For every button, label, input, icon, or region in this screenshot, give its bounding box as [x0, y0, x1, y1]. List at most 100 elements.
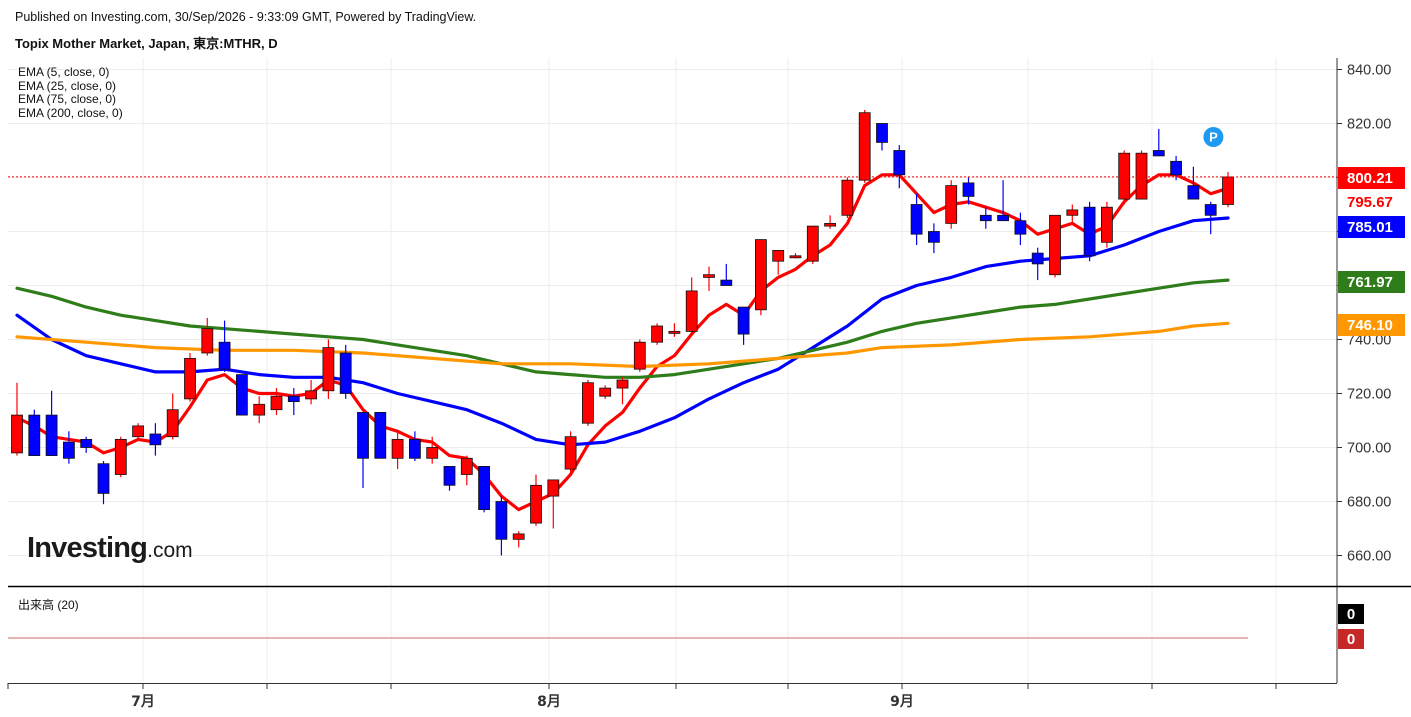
- candle-body: [1031, 252, 1044, 265]
- candle-body: [391, 438, 404, 459]
- candle-body: [218, 341, 231, 370]
- ema25-line: [15, 216, 1230, 447]
- candle-down: [1083, 201, 1096, 262]
- candle-body: [789, 255, 802, 259]
- y-tick-label: 740.00: [1347, 333, 1391, 349]
- marker-icon: [1203, 127, 1224, 147]
- candle-body: [166, 409, 179, 438]
- candle-body: [547, 479, 560, 497]
- candle-up: [651, 323, 663, 345]
- candle-up: [668, 323, 681, 337]
- candle-body: [1101, 206, 1113, 243]
- candle-body: [305, 390, 318, 400]
- candle-down: [720, 263, 733, 286]
- candle-body: [962, 182, 975, 197]
- candle-body: [599, 387, 612, 397]
- candle-body: [339, 352, 352, 394]
- candle-body: [720, 279, 733, 286]
- candle-down: [63, 431, 75, 464]
- x-tick-label: 7月: [131, 694, 155, 710]
- candle-down: [443, 465, 456, 491]
- candle-body: [270, 395, 283, 411]
- volume-tag: [1338, 604, 1364, 624]
- candle-body: [703, 274, 715, 278]
- candle-down: [495, 496, 508, 556]
- candle-down: [28, 409, 41, 457]
- candle-up: [582, 380, 594, 426]
- candle-body: [97, 463, 110, 494]
- candle-body: [322, 347, 335, 392]
- candle-up: [1101, 201, 1113, 248]
- candle-body: [114, 438, 127, 475]
- volume-tag-label: 0: [1347, 606, 1355, 623]
- candle-down: [893, 145, 906, 189]
- candle-body: [841, 179, 854, 216]
- candle-body: [1187, 185, 1200, 200]
- price-tag-label: 761.97: [1347, 274, 1393, 291]
- candle-body: [1118, 152, 1131, 200]
- price-tag: [1338, 271, 1405, 293]
- candle-up: [685, 277, 698, 335]
- axes: 840.00820.00800.00780.00760.00740.00720.…: [7, 58, 1411, 710]
- candle-up: [703, 266, 715, 291]
- candle-up: [599, 385, 612, 399]
- candle-body: [979, 214, 992, 222]
- candle-body: [928, 231, 940, 243]
- candle-body: [426, 447, 439, 459]
- candle-up: [322, 339, 335, 399]
- candle-body: [1135, 152, 1148, 200]
- y-tick-label: 660.00: [1347, 549, 1391, 565]
- candle-body: [1014, 220, 1027, 235]
- candle-down: [997, 180, 1009, 222]
- volume-tag-label: 0: [1347, 631, 1355, 648]
- candle-down: [876, 123, 888, 151]
- candle-body: [1170, 160, 1182, 176]
- candle-down: [1014, 212, 1027, 245]
- candle-down: [149, 423, 162, 456]
- price-tag-label: 785.01: [1347, 219, 1393, 236]
- candle-down: [408, 431, 421, 461]
- candle-body: [806, 225, 819, 262]
- candle-body: [201, 328, 214, 354]
- candle-body: [668, 330, 681, 334]
- candle-body: [858, 112, 871, 181]
- candle-body: [374, 411, 387, 459]
- candle-up: [253, 396, 266, 424]
- logo-suffix: .com: [147, 539, 193, 562]
- candle-body: [564, 436, 577, 470]
- candle-down: [478, 465, 491, 513]
- candle-down: [1031, 247, 1044, 281]
- candle-up: [512, 531, 525, 548]
- candle-up: [201, 317, 214, 356]
- candle-down: [1187, 166, 1200, 200]
- candle-up: [1066, 204, 1079, 224]
- candle-body: [824, 222, 836, 227]
- candle-body: [478, 465, 491, 510]
- price-tag: [1338, 191, 1405, 213]
- candle-body: [28, 414, 41, 457]
- candle-up: [547, 479, 560, 529]
- volume-legend: 出来高 (20): [18, 598, 79, 612]
- candle-up: [530, 474, 542, 526]
- y-tick-label: 680.00: [1347, 495, 1391, 511]
- candle-up: [616, 377, 629, 405]
- candle-body: [997, 214, 1009, 222]
- candle-body: [755, 239, 767, 311]
- price-tags: 800.21 795.67 785.01 761.97 746.10 0 0: [1338, 167, 1405, 649]
- ema75-legend: EMA (75, close, 0): [18, 92, 117, 106]
- candle-down: [1204, 201, 1217, 235]
- candle-up: [806, 225, 819, 264]
- ema200-line: [15, 321, 1230, 369]
- published-info: Published on Investing.com, 30/Sep/2026 …: [15, 10, 477, 24]
- candle-down: [928, 223, 940, 254]
- candle-body: [945, 185, 958, 224]
- price-tag: [1338, 314, 1405, 336]
- x-tick-label: 9月: [890, 694, 914, 710]
- candle-down: [1170, 155, 1182, 181]
- candle-up: [460, 455, 473, 486]
- candle-up: [945, 180, 958, 229]
- y-tick-label: 840.00: [1347, 63, 1391, 79]
- candle-body: [443, 465, 456, 486]
